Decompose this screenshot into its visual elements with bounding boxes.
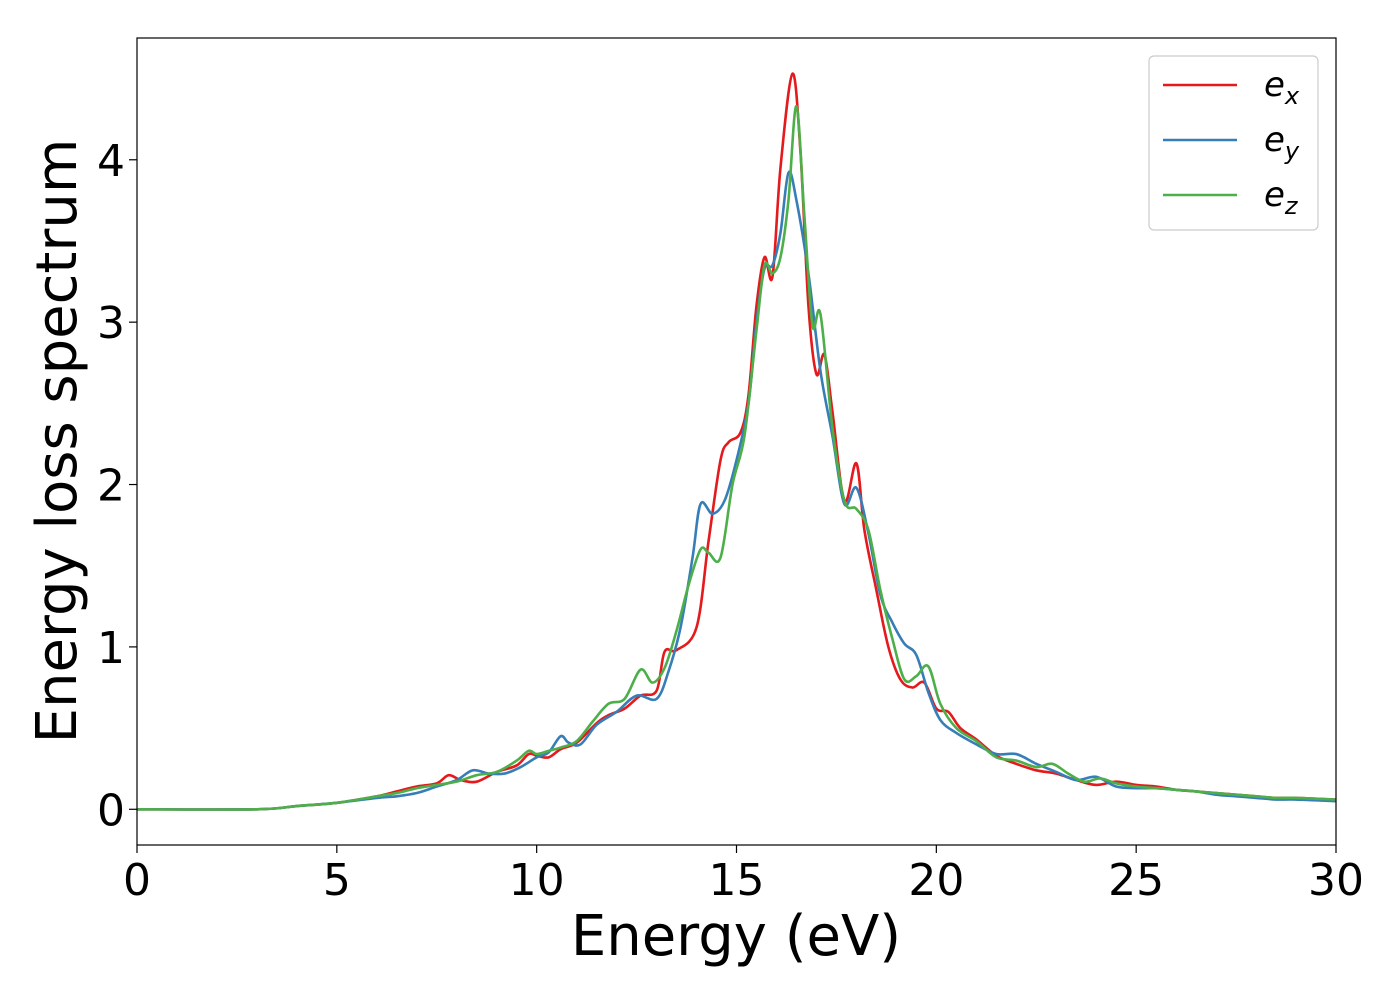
x-axis-label: Energy (eV) (571, 904, 901, 969)
y-tick-label: 0 (97, 785, 125, 836)
y-tick-label: 4 (97, 136, 125, 187)
x-tick-label: 5 (323, 855, 351, 906)
series-line-z (137, 104, 1336, 811)
legend-label-x: ex (1264, 65, 1300, 110)
legend-box (1148, 55, 1319, 231)
y-axis: 0 1 2 3 4 (97, 136, 137, 836)
x-axis: 0 5 10 15 20 25 30 (123, 845, 1364, 906)
series-layer (137, 72, 1336, 811)
y-tick-label: 1 (97, 623, 125, 674)
x-tick-label: 25 (1108, 855, 1164, 906)
series-line-y (137, 170, 1336, 811)
x-tick-label: 10 (509, 855, 565, 906)
x-tick-label: 30 (1308, 855, 1364, 906)
legend: ex ey ez (1148, 55, 1319, 231)
x-tick-label: 15 (709, 855, 765, 906)
y-axis-label: Energy loss spectrum (25, 139, 90, 744)
legend-label-y: ey (1264, 120, 1300, 165)
x-tick-label: 20 (908, 855, 964, 906)
y-tick-label: 3 (97, 298, 125, 349)
x-tick-label: 0 (123, 855, 151, 906)
legend-label-z: ez (1264, 175, 1299, 220)
y-tick-label: 2 (97, 461, 125, 512)
